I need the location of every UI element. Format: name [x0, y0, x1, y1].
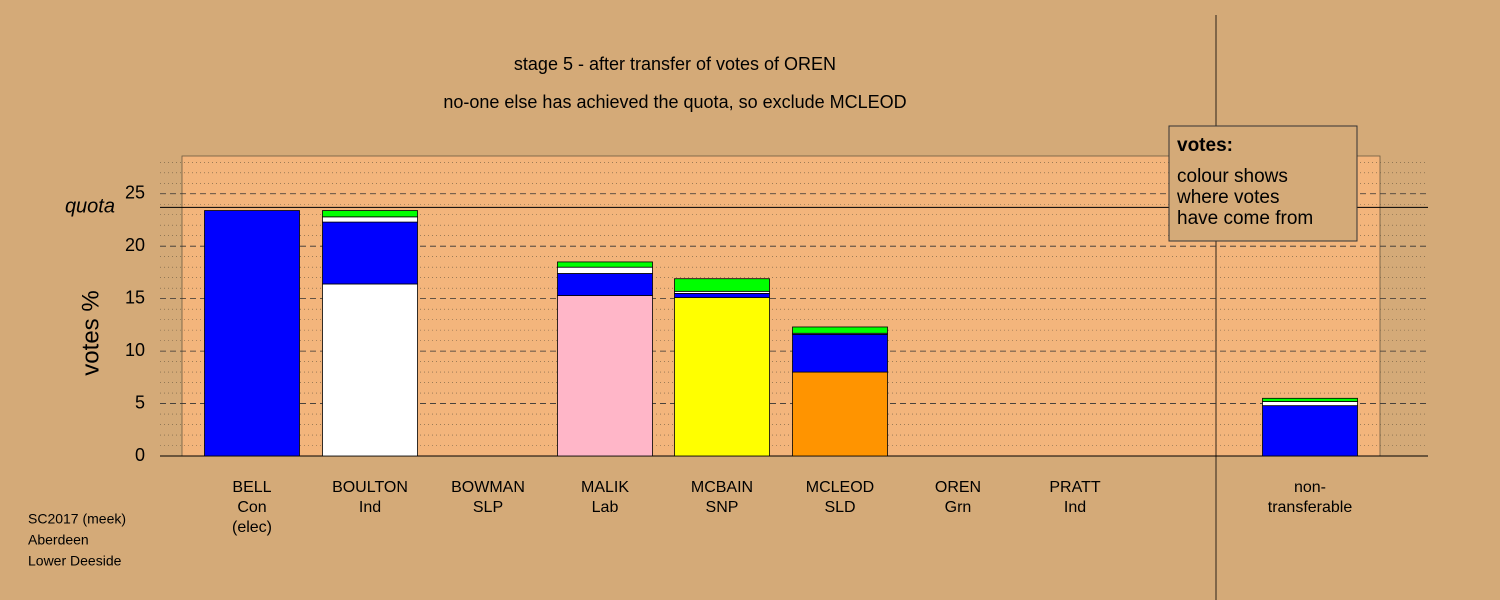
x-tick-label: Ind [359, 499, 381, 516]
chart-subtitle: no-one else has achieved the quota, so e… [443, 92, 906, 112]
bar-segment [322, 221, 418, 285]
legend-title: votes: [1177, 135, 1233, 156]
bar-segment [792, 326, 888, 334]
x-tick-label: PRATT [1049, 479, 1100, 496]
x-tick-label: (elec) [232, 519, 272, 536]
x-tick-label: SLP [473, 499, 503, 516]
bar-segment [557, 273, 653, 296]
x-tick-label: MCBAIN [691, 479, 753, 496]
y-axis-label: votes % [77, 290, 104, 375]
bar-segment [1262, 405, 1358, 457]
x-tick-label: BOWMAN [451, 479, 525, 496]
chart-title: stage 5 - after transfer of votes of ORE… [514, 54, 836, 74]
x-tick-label: BOULTON [332, 479, 408, 496]
legend-box [1168, 125, 1358, 242]
bar-segment [674, 278, 770, 292]
x-tick-label: SLD [824, 499, 855, 516]
x-tick-label: MALIK [581, 479, 629, 496]
x-tick-label: non- [1294, 479, 1326, 496]
bar-segment [674, 297, 770, 457]
y-tick-label: 15 [125, 287, 145, 307]
bar-segment [322, 210, 418, 218]
bar-segment [204, 210, 300, 457]
bar-segment [322, 216, 418, 223]
y-tick-label: 20 [125, 235, 145, 255]
x-tick-label: transferable [1268, 499, 1353, 516]
footer-text: Aberdeen [28, 532, 89, 548]
y-tick-label: 25 [125, 183, 145, 203]
footer-text: SC2017 (meek) [28, 511, 126, 527]
quota-label: quota [65, 196, 115, 218]
x-tick-label: Grn [945, 499, 972, 516]
y-tick-label: 10 [125, 340, 145, 360]
bar-segment [322, 283, 418, 457]
x-tick-label: Lab [592, 499, 619, 516]
bar-segment [792, 371, 888, 457]
legend-text: colour shows [1177, 166, 1288, 187]
footer-text: Lower Deeside [28, 553, 122, 569]
legend-text: where votes [1176, 187, 1279, 208]
x-tick-label: OREN [935, 479, 981, 496]
legend-text: have come from [1177, 208, 1313, 229]
bar-segment [1262, 397, 1358, 402]
x-tick-label: Ind [1064, 499, 1086, 516]
bar-segment [1262, 401, 1358, 407]
y-tick-label: 5 [135, 392, 145, 412]
bar-segment [674, 293, 770, 299]
x-tick-label: Con [237, 499, 266, 516]
x-tick-label: SNP [706, 499, 739, 516]
x-tick-label: BELL [232, 479, 271, 496]
bar-segment [792, 333, 888, 373]
bar-segment [557, 295, 653, 457]
bar-segment [557, 266, 653, 274]
x-tick-label: MCLEOD [806, 479, 874, 496]
bar-segment [557, 261, 653, 268]
y-tick-label: 0 [135, 445, 145, 465]
